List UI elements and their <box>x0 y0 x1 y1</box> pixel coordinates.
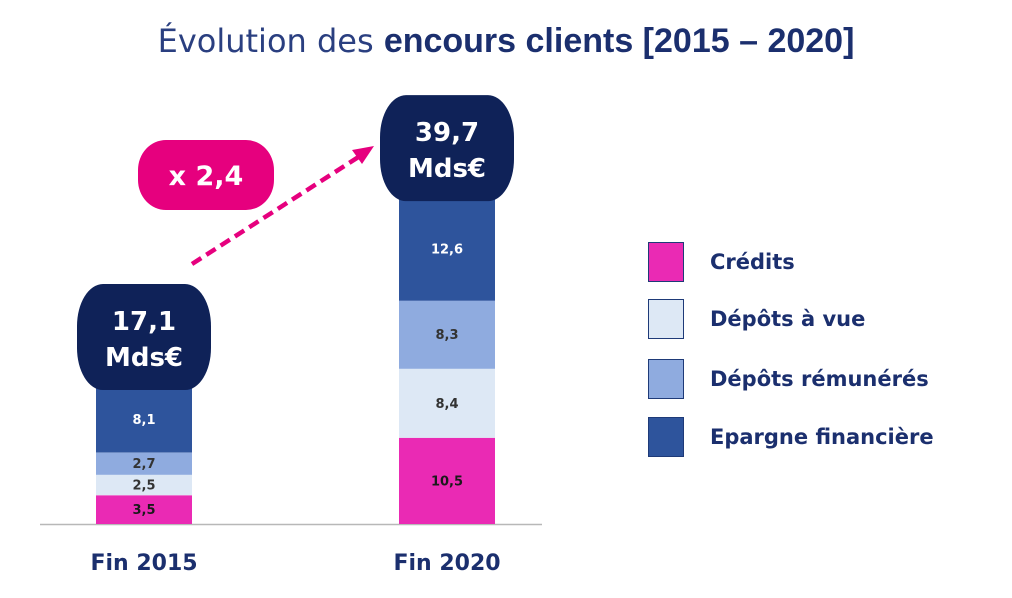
bar-fin-2015-epargne <box>96 386 192 453</box>
bar-fin-2020-depots-vue <box>399 368 495 438</box>
title-part-3: clients [2015 – 2020] <box>516 22 855 60</box>
legend-item-depots-remuneres: Dépôts rémunérés <box>648 357 929 401</box>
data-label-fin-2020-epargne: 12,6 <box>431 242 463 257</box>
data-label-fin-2015-depots-remuneres: 2,7 <box>132 457 155 472</box>
bar-fin-2020-epargne <box>399 197 495 301</box>
legend-label-credits: Crédits <box>710 250 795 274</box>
legend-label-epargne: Epargne financière <box>710 425 934 449</box>
multiplier-badge <box>138 140 274 210</box>
data-label-fin-2015-epargne: 8,1 <box>132 413 155 428</box>
data-label-fin-2020-credits: 10,5 <box>431 474 463 489</box>
total-badge-fin-2015 <box>77 284 211 391</box>
total-unit-fin-2015: Mds€ <box>105 343 183 373</box>
data-label-fin-2015-credits: 3,5 <box>132 503 155 518</box>
bar-fin-2020-depots-remuneres <box>399 300 495 369</box>
total-badge-fin-2020 <box>380 95 514 202</box>
data-label-fin-2020-depots-vue: 8,4 <box>435 397 458 412</box>
legend-swatch-depots-vue <box>648 299 684 339</box>
bar-fin-2020-credits <box>399 437 495 524</box>
bar-fin-2015-depots-vue <box>96 474 192 496</box>
legend-item-credits: Crédits <box>648 240 795 284</box>
bar-fin-2015-depots-remuneres <box>96 452 192 475</box>
data-label-fin-2020-depots-remuneres: 8,3 <box>435 328 458 343</box>
total-value-fin-2020: 39,7 <box>415 118 479 148</box>
title-part-2: encours <box>383 22 517 60</box>
legend-swatch-epargne <box>648 417 684 457</box>
title-part-1: Évolution des <box>157 22 384 60</box>
x-tick-label-fin-2020: Fin 2020 <box>393 551 500 576</box>
legend-item-depots-vue: Dépôts à vue <box>648 297 865 341</box>
chart-title: Évolution des encours clients [2015 – 20… <box>0 22 1012 61</box>
legend-label-depots-vue: Dépôts à vue <box>710 307 866 331</box>
data-label-fin-2015-depots-vue: 2,5 <box>132 479 155 494</box>
total-value-fin-2015: 17,1 <box>112 307 176 337</box>
x-tick-label-fin-2015: Fin 2015 <box>90 551 197 576</box>
multiplier-label: x 2,4 <box>169 161 244 192</box>
growth-arrowhead <box>352 146 374 164</box>
legend-swatch-depots-remuneres <box>648 359 684 399</box>
legend-swatch-credits <box>648 242 684 282</box>
legend-item-epargne: Epargne financière <box>648 415 934 459</box>
legend-label-depots-remuneres: Dépôts rémunérés <box>710 367 929 391</box>
total-unit-fin-2020: Mds€ <box>408 154 486 184</box>
bar-fin-2015-credits <box>96 495 192 524</box>
